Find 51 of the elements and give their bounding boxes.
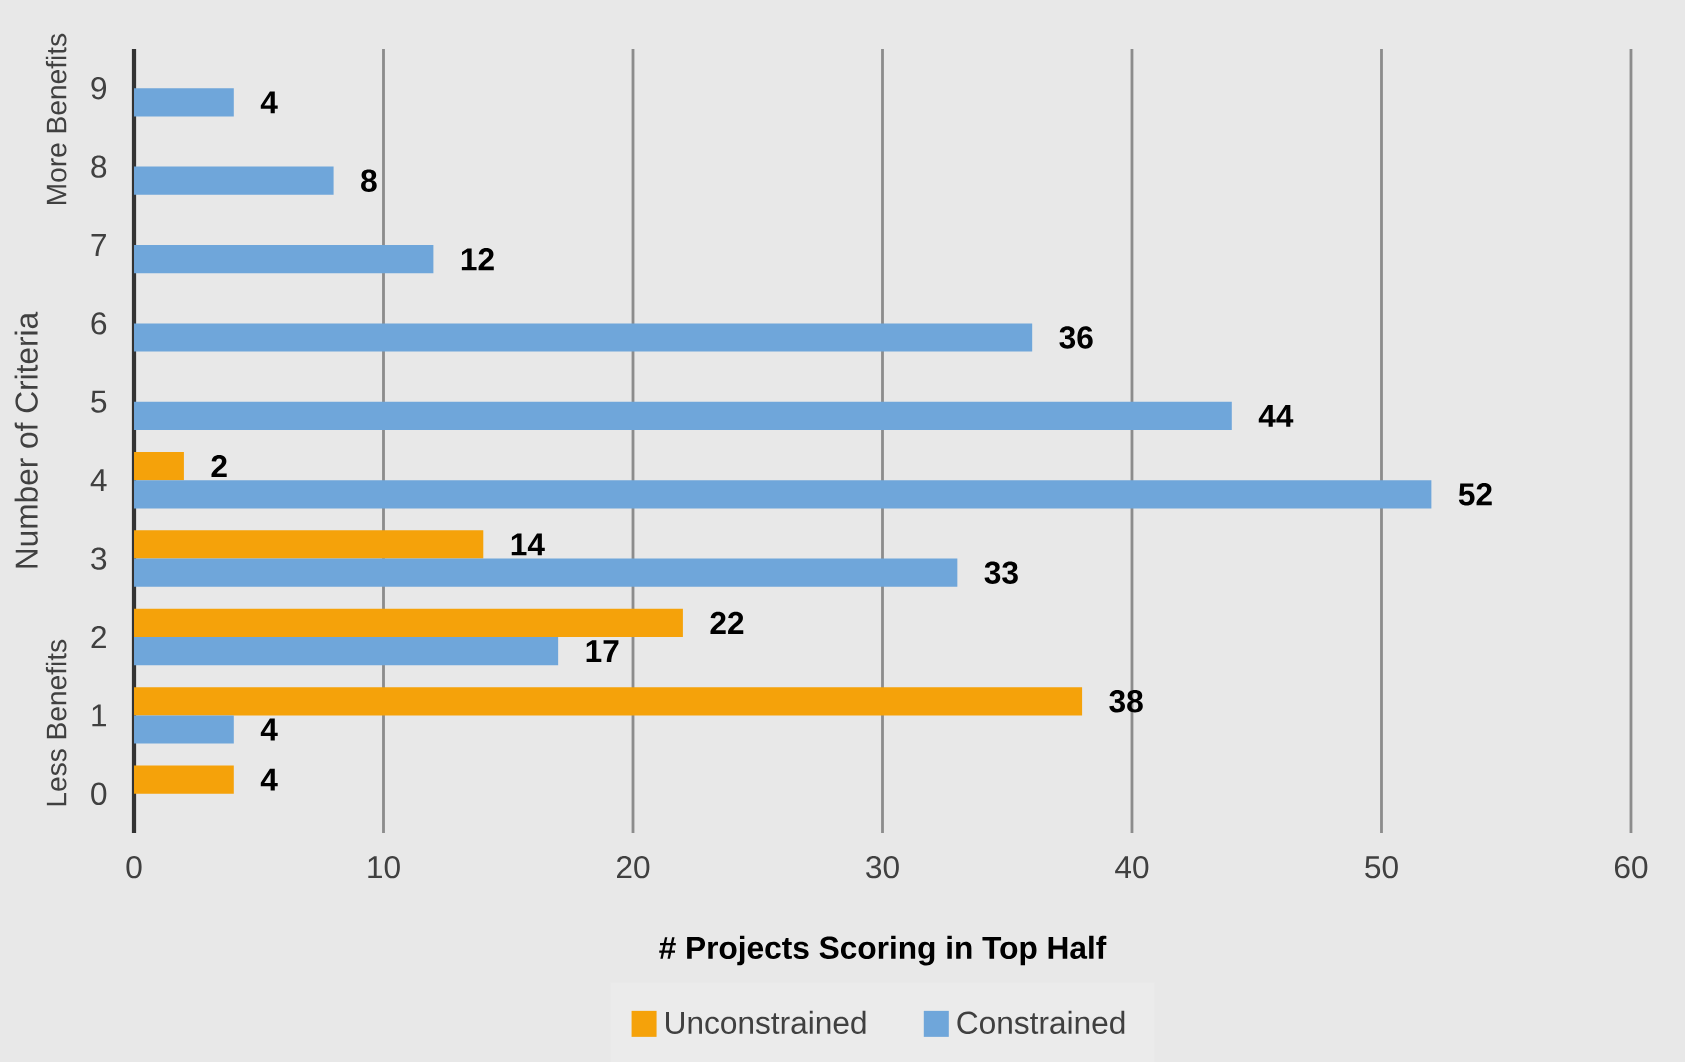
x-tick-label: 20 [617,855,650,879]
data-label: 14 [511,533,545,556]
text: More Benefits [45,33,67,204]
data-label: 2 [211,455,227,478]
y-tick-label: 2 [91,625,106,649]
y-tick-label: 0 [91,782,107,806]
y-tick-label: 6 [91,312,107,335]
data-label: 12 [461,248,494,271]
data-label: 4 [260,768,278,791]
x-axis-title: # Projects Scoring in Top Half [659,935,1107,966]
bar [134,480,1432,509]
legend-label: Constrained [957,1010,1125,1035]
bar [134,636,559,666]
data-label: 52 [1458,483,1492,506]
x-tick-label: 40 [1115,855,1149,879]
data-label: 8 [361,169,377,192]
text: Less Benefits [45,639,67,806]
bar [134,530,484,559]
data-label: 33 [984,561,1018,584]
bar [134,451,184,481]
data-label: 36 [1059,326,1093,349]
x-tick-label: 30 [866,855,899,879]
x-tick-label: 60 [1614,855,1648,879]
y-axis-title: Number of Criteria [14,311,38,568]
bar [134,687,1083,716]
data-label: 44 [1258,405,1294,427]
data-label: 4 [260,91,278,114]
data-label: 22 [710,611,744,634]
data-label: 4 [260,718,278,741]
y-tick-label: 7 [91,234,106,256]
y-tick-label: 8 [91,155,107,178]
bar [134,166,334,195]
x-tick-label: 10 [368,855,400,879]
bar [134,401,1232,431]
y-tick-label: 5 [91,390,107,413]
x-tick-label: 0 [126,855,142,879]
bar [134,608,683,637]
bar [134,323,1033,352]
bar [134,88,234,117]
y-tick-label: 4 [90,469,107,492]
bar [134,245,434,274]
bar [134,558,958,587]
y-tick-label: 1 [92,704,106,727]
y-tick-label: 3 [91,547,107,570]
y-tick-label: 9 [91,76,107,100]
bar [134,765,234,794]
bar [134,715,234,744]
data-label: 38 [1109,690,1143,713]
x-tick-label: 50 [1365,855,1398,879]
legend-label: Unconstrained [666,1010,866,1035]
data-label: 17 [586,640,619,662]
